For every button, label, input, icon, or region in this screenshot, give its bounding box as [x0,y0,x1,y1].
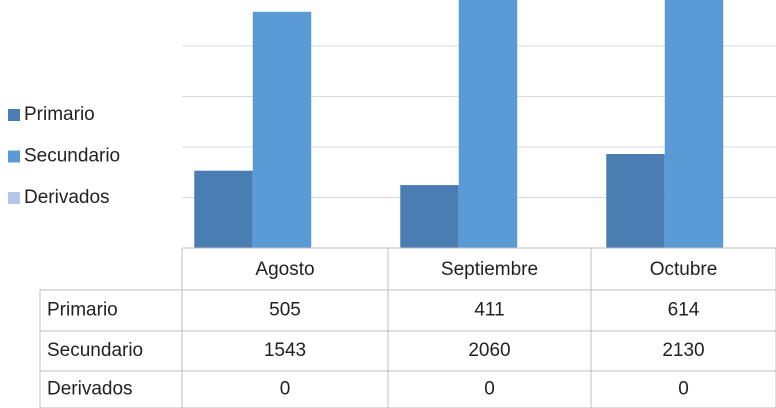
column-header: Septiembre [441,259,538,280]
bar [400,185,459,248]
table-cell: 411 [474,300,504,321]
legend-label: Primario [24,104,95,125]
table-cell: 0 [678,379,689,400]
column-header: Octubre [650,259,718,280]
legend-label: Secundario [24,146,120,167]
table-cell: 0 [484,379,495,400]
legend-label: Derivados [24,187,110,208]
table-cell: 1543 [264,340,306,361]
legend-swatch [8,109,20,121]
legend-swatch [8,150,20,163]
row-header: Primario [47,300,118,321]
table-cell: 2130 [662,340,704,361]
column-header: Agosto [255,259,314,280]
legend-swatch [8,192,20,204]
bar [194,170,253,248]
bar [664,0,724,248]
table-cell: 614 [668,300,700,321]
bar [458,0,518,248]
row-header: Derivados [47,379,133,400]
table-cell: 505 [269,300,301,321]
table-cell: 0 [280,379,291,400]
bar [606,154,665,248]
bar [252,11,312,248]
table-cell: 2060 [468,340,510,361]
row-header: Secundario [47,340,143,361]
